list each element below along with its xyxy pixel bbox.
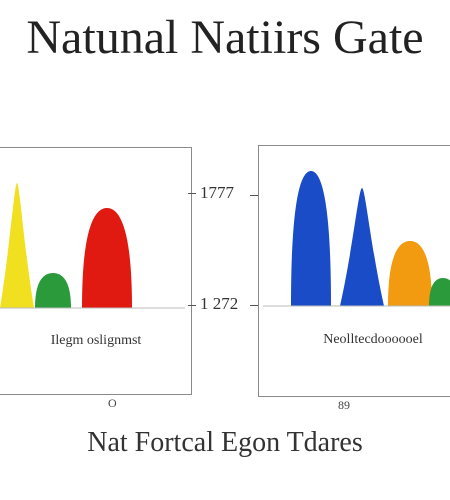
peak-1-2	[388, 241, 432, 306]
left-below-label: O	[108, 396, 117, 410]
center-tick-mark-top-right	[250, 195, 258, 196]
peak-0-2	[82, 208, 132, 308]
chart-subtitle: Nat Fortcal Egon Tdares	[87, 427, 363, 458]
center-tick-mark-bottom	[188, 305, 196, 306]
center-tick-mark-bottom-right	[250, 305, 258, 306]
peak-0-0	[0, 183, 34, 308]
peak-1-0	[291, 171, 331, 306]
right-below-label: 89	[338, 398, 350, 412]
peak-1-3	[429, 278, 450, 306]
center-tick-mark-top	[188, 193, 196, 194]
chart-title: Natunal Natiirs Gate	[26, 11, 424, 64]
peak-1-1	[340, 188, 384, 306]
right-chart-label: Neolltecdoooooel	[323, 332, 423, 347]
center-tick-top: 1777	[200, 183, 234, 202]
chart-panel-left: Ilegm oslignmst	[0, 147, 192, 395]
left-chart-label: Ilegm oslignmst	[50, 333, 142, 348]
chart-panel-right: Neolltecdoooooel	[258, 145, 450, 397]
center-tick-bottom: 1 272	[200, 294, 239, 313]
left-chart-svg	[0, 183, 185, 309]
right-chart-svg	[263, 171, 450, 307]
peak-0-1	[35, 273, 71, 308]
